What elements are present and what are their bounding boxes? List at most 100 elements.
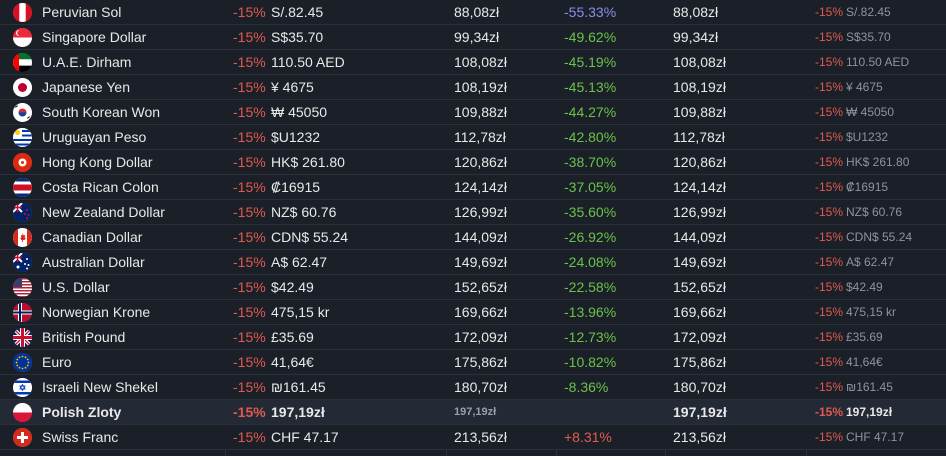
- price-difference: -24.08%: [564, 254, 617, 270]
- table-row-euro[interactable]: Euro -15% 41,64€ 175,86zł -10.82% 175,86…: [0, 350, 946, 375]
- table-row-newzealand[interactable]: New Zealand Dollar -15% NZ$ 60.76 126,99…: [0, 200, 946, 225]
- discount-percent: -15%: [233, 304, 266, 320]
- converted-price: 124,14zł: [454, 179, 507, 195]
- table-row-singapore[interactable]: Singapore Dollar -15% S$35.70 99,34zł -4…: [0, 25, 946, 50]
- discount-percent: -15%: [233, 4, 266, 20]
- currency-name: Israeli New Shekel: [42, 379, 158, 395]
- table-row-usa[interactable]: U.S. Dollar -15% $42.49 152,65zł -22.58%…: [0, 275, 946, 300]
- table-row-israel[interactable]: Israeli New Shekel -15% ₪161.45 180,70zł…: [0, 375, 946, 400]
- currency-name: Hong Kong Dollar: [42, 154, 153, 170]
- price-difference: -45.19%: [564, 54, 617, 70]
- uk-flag-icon: [13, 328, 32, 347]
- table-row-canada[interactable]: Canadian Dollar -15% CDN$ 55.24 144,09zł…: [0, 225, 946, 250]
- discount-percent-secondary: -15%: [815, 380, 844, 394]
- converted-price-secondary: 169,66zł: [673, 304, 726, 320]
- currency-name: U.S. Dollar: [42, 279, 110, 295]
- japan-flag-icon: [13, 78, 32, 97]
- converted-price-secondary: 126,99zł: [673, 204, 726, 220]
- table-row-costarica[interactable]: Costa Rican Colon -15% ₡16915 124,14zł -…: [0, 175, 946, 200]
- price-difference: +8.31%: [564, 429, 612, 445]
- local-price-secondary: ¥ 4675: [846, 80, 883, 94]
- local-price: ₪161.45: [271, 379, 326, 395]
- discount-percent-secondary: -15%: [815, 80, 844, 94]
- local-price: S/.82.45: [271, 4, 324, 20]
- currency-name: New Zealand Dollar: [42, 204, 165, 220]
- table-row-swiss[interactable]: Swiss Franc -15% CHF 47.17 213,56zł +8.3…: [0, 425, 946, 450]
- discount-percent: -15%: [233, 429, 266, 445]
- discount-percent-secondary: -15%: [815, 430, 844, 444]
- local-price-secondary: CDN$ 55.24: [846, 230, 913, 244]
- euro-flag-icon: [13, 353, 32, 372]
- table-row-australia[interactable]: Australian Dollar -15% A$ 62.47 149,69zł…: [0, 250, 946, 275]
- local-price: $U1232: [271, 129, 321, 145]
- currency-name: Peruvian Sol: [42, 4, 122, 20]
- newzealand-flag-icon: [13, 203, 32, 222]
- currency-name: Euro: [42, 354, 72, 370]
- converted-price: 152,65zł: [454, 279, 507, 295]
- currency-name: Polish Zloty: [42, 404, 122, 420]
- discount-percent-secondary: -15%: [815, 355, 844, 369]
- price-difference: -45.13%: [564, 79, 617, 95]
- table-row-japan[interactable]: Japanese Yen -15% ¥ 4675 108,19zł -45.13…: [0, 75, 946, 100]
- currency-name: Swiss Franc: [42, 429, 119, 445]
- table-row-norway[interactable]: Norwegian Krone -15% 475,15 kr 169,66zł …: [0, 300, 946, 325]
- converted-price: 99,34zł: [454, 29, 500, 45]
- converted-price: 108,08zł: [454, 54, 507, 70]
- discount-percent-secondary: -15%: [815, 105, 844, 119]
- singapore-flag-icon: [13, 28, 32, 47]
- local-price: £35.69: [271, 329, 314, 345]
- converted-price: 180,70zł: [454, 379, 507, 395]
- converted-price-secondary: 108,19zł: [673, 79, 726, 95]
- price-difference: -42.80%: [564, 129, 617, 145]
- converted-price-secondary: 144,09zł: [673, 229, 726, 245]
- price-difference: -55.33%: [564, 4, 617, 20]
- converted-price-secondary: 175,86zł: [673, 354, 726, 370]
- converted-price-secondary: 172,09zł: [673, 329, 726, 345]
- table-row-poland[interactable]: Polish Zloty -15% 197,19zł 197,19zł 197,…: [0, 400, 946, 425]
- price-difference: -13.96%: [564, 304, 617, 320]
- converted-price: 109,88zł: [454, 104, 507, 120]
- converted-price-secondary: 109,88zł: [673, 104, 726, 120]
- table-row-uk[interactable]: British Pound -15% £35.69 172,09zł -12.7…: [0, 325, 946, 350]
- currency-name: Australian Dollar: [42, 254, 145, 270]
- discount-percent: -15%: [233, 129, 266, 145]
- table-row-uae[interactable]: U.A.E. Dirham -15% 110.50 AED 108,08zł -…: [0, 50, 946, 75]
- hongkong-flag-icon: [13, 153, 32, 172]
- table-row-peru[interactable]: Peruvian Sol -15% S/.82.45 88,08zł -55.3…: [0, 0, 946, 25]
- local-price-secondary: S/.82.45: [846, 5, 891, 19]
- discount-percent-secondary: -15%: [815, 205, 844, 219]
- local-price: HK$ 261.80: [271, 154, 345, 170]
- converted-price: 126,99zł: [454, 204, 507, 220]
- price-difference: -38.70%: [564, 154, 617, 170]
- converted-price: 112,78zł: [454, 129, 506, 145]
- discount-percent-secondary: -15%: [815, 180, 844, 194]
- table-row-hongkong[interactable]: Hong Kong Dollar -15% HK$ 261.80 120,86z…: [0, 150, 946, 175]
- local-price: CDN$ 55.24: [271, 229, 349, 245]
- discount-percent-secondary: -15%: [815, 30, 844, 44]
- canada-flag-icon: [13, 228, 32, 247]
- currency-name: Japanese Yen: [42, 79, 130, 95]
- israel-flag-icon: [13, 378, 32, 397]
- discount-percent-secondary: -15%: [815, 330, 844, 344]
- local-price: $42.49: [271, 279, 314, 295]
- discount-percent: -15%: [233, 79, 266, 95]
- local-price-secondary: NZ$ 60.76: [846, 205, 903, 219]
- local-price-secondary: A$ 62.47: [846, 255, 895, 269]
- price-difference: -10.82%: [564, 354, 617, 370]
- currency-name: Singapore Dollar: [42, 29, 147, 45]
- korea-flag-icon: [13, 103, 32, 122]
- converted-price-secondary: 112,78zł: [673, 129, 725, 145]
- converted-price: 169,66zł: [454, 304, 507, 320]
- discount-percent-secondary: -15%: [815, 280, 844, 294]
- discount-percent: -15%: [233, 404, 266, 420]
- table-row-uruguay[interactable]: Uruguayan Peso -15% $U1232 112,78zł -42.…: [0, 125, 946, 150]
- discount-percent: -15%: [233, 254, 266, 270]
- converted-price-secondary: 99,34zł: [673, 29, 719, 45]
- local-price: 41,64€: [271, 354, 314, 370]
- discount-percent-secondary: -15%: [815, 155, 844, 169]
- currency-name: U.A.E. Dirham: [42, 54, 132, 70]
- converted-price-secondary: 88,08zł: [673, 4, 719, 20]
- table-row-korea[interactable]: South Korean Won -15% ₩ 45050 109,88zł -…: [0, 100, 946, 125]
- discount-percent: -15%: [233, 29, 266, 45]
